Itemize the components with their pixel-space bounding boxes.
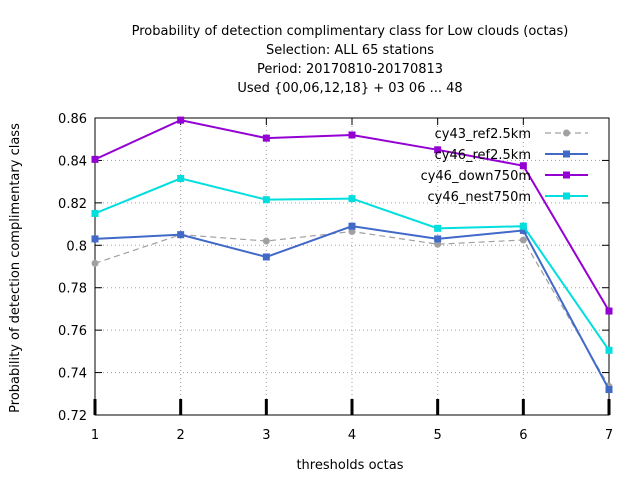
- point-cy46_down750m-5: [434, 146, 442, 154]
- point-cy43_ref2.5km-6: [519, 236, 527, 244]
- point-cy46_down750m-6: [519, 162, 527, 170]
- title-line-4: Used {00,06,12,18} + 03 06 ... 48: [237, 81, 462, 96]
- point-cy46_nest750m-5: [434, 224, 442, 232]
- y-tick-label-7: 0.86: [58, 112, 87, 127]
- legend-label-cy43_ref2.5km: cy43_ref2.5km: [435, 127, 531, 142]
- legend-marker-cy46_ref2.5km: [563, 150, 570, 158]
- y-tick-label-4: 0.8: [66, 239, 87, 254]
- point-cy46_nest750m-4: [348, 195, 356, 203]
- point-cy46_ref2.5km-2: [177, 231, 185, 239]
- point-cy46_ref2.5km-1: [91, 235, 99, 243]
- legend-marker-cy46_down750m: [563, 171, 570, 179]
- point-cy46_nest750m-1: [91, 209, 99, 217]
- point-cy43_ref2.5km-5: [434, 240, 442, 248]
- y-tick-label-3: 0.78: [58, 282, 87, 297]
- legend: cy43_ref2.5km cy46_ref2.5km cy46_down750mc…: [421, 127, 588, 205]
- point-cy46_down750m-4: [348, 131, 356, 139]
- x-tick-label-1: 1: [91, 428, 99, 443]
- y-tick-label-1: 0.74: [58, 367, 87, 382]
- series-line-cy46_nest750m: [94, 177, 610, 351]
- grid: [95, 118, 609, 415]
- title-line-1: Probability of detection complimentary c…: [132, 24, 569, 39]
- point-cy46_ref2.5km-6: [519, 226, 527, 234]
- x-tick-label-6: 6: [519, 428, 527, 443]
- y-tick-label-6: 0.84: [58, 154, 87, 169]
- series-cy46_down750m: [91, 116, 613, 315]
- point-cy46_ref2.5km-3: [262, 253, 270, 261]
- series-cy46_nest750m: [91, 174, 613, 354]
- point-cy46_down750m-3: [262, 134, 270, 142]
- series-cy46_ref2.5km: [91, 222, 613, 394]
- point-cy46_down750m-2: [177, 116, 185, 124]
- point-cy43_ref2.5km-1: [91, 259, 99, 267]
- point-cy46_down750m-1: [91, 155, 99, 163]
- x-tick-label-7: 7: [605, 428, 613, 443]
- x-tick-label-2: 2: [177, 428, 185, 443]
- point-cy46_ref2.5km-4: [348, 222, 356, 230]
- legend-marker-cy43_ref2.5km: [563, 129, 570, 137]
- x-tick-label-3: 3: [262, 428, 270, 443]
- point-cy43_ref2.5km-4: [348, 227, 356, 235]
- legend-label-cy46_down750m: cy46_down750m: [421, 169, 531, 184]
- title-line-3: Period: 20170810-20170813: [257, 62, 443, 77]
- point-cy46_nest750m-2: [177, 174, 185, 182]
- point-cy46_down750m-7: [605, 307, 613, 315]
- point-cy46_nest750m-6: [519, 222, 527, 230]
- y-tick-label-0: 0.72: [58, 409, 87, 424]
- title-line-2: Selection: ALL 65 stations: [266, 43, 434, 58]
- series-lines: [91, 116, 613, 394]
- point-cy46_nest750m-3: [262, 196, 270, 204]
- x-tick-label-5: 5: [434, 428, 442, 443]
- y-axis-label: Probability of detection complimentary c…: [8, 123, 23, 413]
- y-tick-label-2: 0.76: [58, 324, 87, 339]
- point-cy46_nest750m-7: [605, 346, 613, 354]
- legend-label-cy46_ref2.5km: cy46_ref2.5km: [435, 148, 531, 163]
- legend-marker-cy46_nest750m: [563, 192, 570, 200]
- x-tick-label-4: 4: [348, 428, 356, 443]
- chart-title: Probability of detection complimentary c…: [132, 24, 569, 96]
- axes: 0.72 0.74 0.76 0.78 0.8 0.82 0.84 0.86 1 2 3 4 5 6 7: [58, 112, 613, 443]
- x-axis-label: thresholds octas: [296, 458, 403, 473]
- point-cy46_ref2.5km-5: [434, 235, 442, 243]
- legend-label-cy46_nest750m: cy46_nest750m: [428, 190, 531, 205]
- y-tick-label-5: 0.82: [58, 197, 87, 212]
- point-cy43_ref2.5km-3: [262, 237, 270, 245]
- point-cy46_ref2.5km-7: [605, 386, 613, 394]
